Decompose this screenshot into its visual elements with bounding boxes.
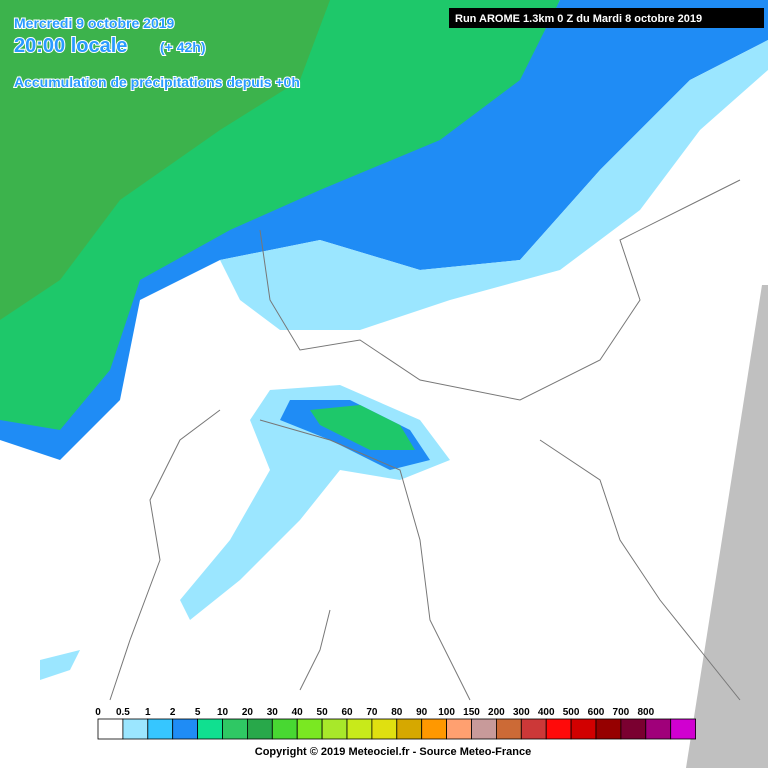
lead-time: (+ 42h) xyxy=(160,39,206,55)
precip-blue xyxy=(0,0,768,460)
legend-swatch xyxy=(147,718,174,740)
out-of-domain xyxy=(686,285,768,768)
legend-swatch xyxy=(97,718,124,740)
subtitle: Accumulation de précipitations depuis +0… xyxy=(14,74,300,90)
legend-swatch xyxy=(645,718,672,740)
legend-swatch xyxy=(446,718,472,740)
legend-swatch xyxy=(222,718,248,740)
run-info: Run AROME 1.3km 0 Z du Mardi 8 octobre 2… xyxy=(455,13,702,25)
legend-label: 30 xyxy=(267,707,279,718)
legend-swatch xyxy=(371,718,398,740)
legend-label: 60 xyxy=(341,707,353,718)
precip-green-south xyxy=(310,405,415,450)
legend-swatch xyxy=(545,718,572,740)
legend-label: 300 xyxy=(513,707,530,718)
legend-swatch xyxy=(620,718,647,740)
legend-label: 80 xyxy=(391,707,403,718)
legend-swatch xyxy=(495,718,522,740)
legend-swatch xyxy=(570,718,597,740)
coastline xyxy=(539,439,741,701)
legend-label: 150 xyxy=(463,707,480,718)
legend-swatch xyxy=(271,718,298,740)
legend-label: 200 xyxy=(488,707,505,718)
legend-swatch xyxy=(520,718,547,740)
legend-label: 0.5 xyxy=(116,707,130,718)
legend-swatch xyxy=(321,718,348,740)
legend-swatch xyxy=(346,718,373,740)
legend-swatch xyxy=(670,718,697,740)
legend-label: 50 xyxy=(317,707,329,718)
legend-swatch xyxy=(421,718,448,740)
legend-swatch xyxy=(172,718,198,740)
legend-swatch xyxy=(296,718,323,740)
coastline xyxy=(299,609,331,691)
legend-label: 90 xyxy=(416,707,428,718)
legend-label: 1 xyxy=(145,707,151,718)
time: 20:00 locale xyxy=(14,35,127,57)
legend: 0 0.5 1 2 5 10 20 30 40 50 60 70 80 90 100 150 200 300 400… xyxy=(95,707,697,740)
legend-label: 500 xyxy=(563,707,580,718)
legend-label: 100 xyxy=(438,707,455,718)
precip-light-blue xyxy=(220,40,768,330)
run-info-box xyxy=(449,8,764,28)
legend-swatch xyxy=(396,718,423,740)
legend-label: 600 xyxy=(588,707,605,718)
legend-label: 40 xyxy=(292,707,304,718)
legend-swatch xyxy=(246,718,273,740)
copyright: Copyright © 2019 Meteociel.fr - Source M… xyxy=(255,746,531,758)
legend-label: 0 xyxy=(95,707,101,718)
legend-swatch xyxy=(471,718,497,740)
legend-label: 800 xyxy=(637,707,654,718)
legend-swatch xyxy=(197,718,223,740)
legend-label: 10 xyxy=(217,707,229,718)
legend-label: 70 xyxy=(366,707,378,718)
coastline xyxy=(259,419,471,701)
coastline xyxy=(109,409,221,701)
legend-swatch xyxy=(595,718,622,740)
legend-label: 2 xyxy=(170,707,176,718)
legend-swatch xyxy=(122,718,149,740)
legend-label: 700 xyxy=(613,707,630,718)
precip-cyan-west xyxy=(40,650,80,680)
legend-label: 20 xyxy=(242,707,254,718)
precip-dark-green xyxy=(0,0,330,320)
legend-label: 400 xyxy=(538,707,555,718)
legend-label: 5 xyxy=(195,707,201,718)
date: Mercredi 9 octobre 2019 xyxy=(14,15,175,31)
border-line xyxy=(259,179,741,401)
